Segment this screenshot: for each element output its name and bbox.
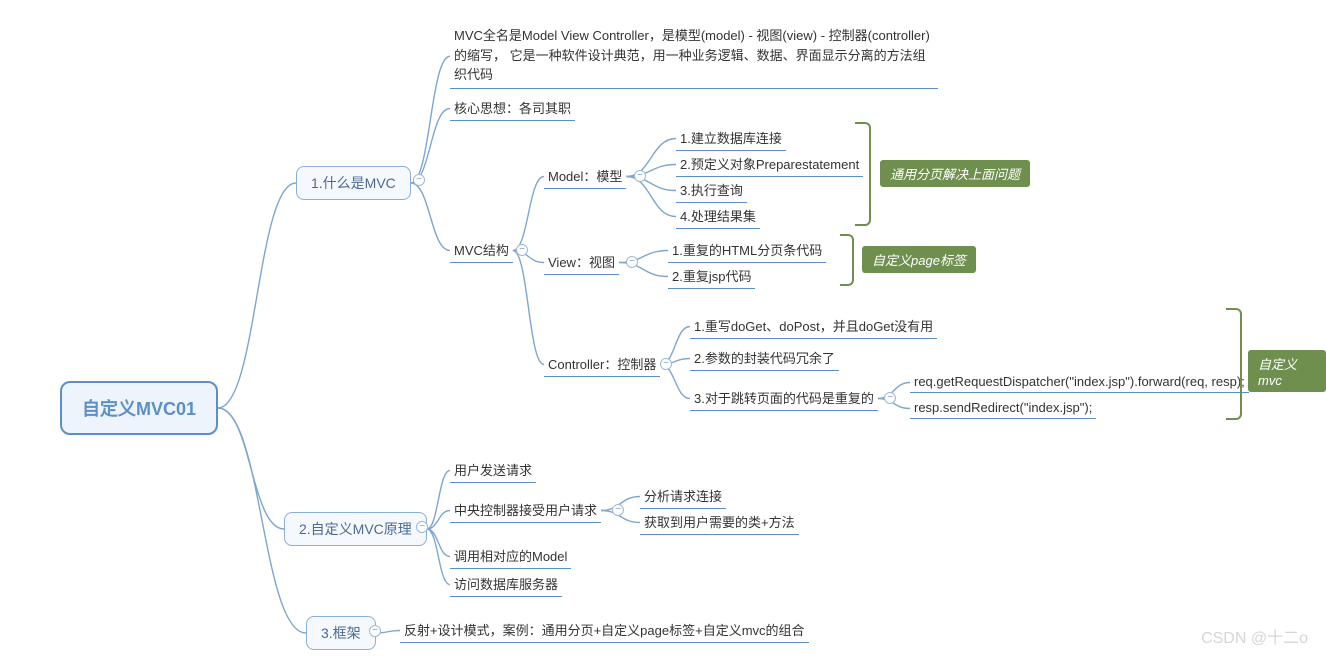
principle-step-1[interactable]: 用户发送请求 <box>450 458 536 483</box>
view-step-1-text: 1.重复的HTML分页条代码 <box>672 243 822 258</box>
topic-1-what-is-mvc[interactable]: 1.什么是MVC <box>296 166 411 200</box>
controller-redirect-b[interactable]: resp.sendRedirect("index.jsp"); <box>910 398 1096 419</box>
view-label: View：视图 <box>548 255 615 270</box>
view-node[interactable]: View：视图 <box>544 250 619 275</box>
expander-icon[interactable]: − <box>634 170 646 182</box>
model-step-4[interactable]: 4.处理结果集 <box>676 204 760 229</box>
tag-view-text: 自定义page标签 <box>872 253 966 268</box>
tag-model-pagination[interactable]: 通用分页解决上面问题 <box>880 160 1030 187</box>
bracket-view <box>840 234 854 286</box>
principle-step-4[interactable]: 访问数据库服务器 <box>450 572 562 597</box>
model-step-2-text: 2.预定义对象Preparestatement <box>680 157 859 172</box>
expander-icon[interactable]: − <box>416 521 428 533</box>
topic-3-label: 3.框架 <box>321 625 361 641</box>
topic-2-label: 2.自定义MVC原理 <box>299 521 412 537</box>
mvc-description-text: MVC全名是Model View Controller，是模型(model) -… <box>454 28 930 82</box>
expander-icon[interactable]: − <box>612 504 624 516</box>
principle-step-1-text: 用户发送请求 <box>454 463 532 478</box>
tag-custom-mvc[interactable]: 自定义mvc <box>1248 350 1326 392</box>
expander-icon[interactable]: − <box>516 244 528 256</box>
expander-icon[interactable]: − <box>884 392 896 404</box>
view-step-2-text: 2.重复jsp代码 <box>672 269 751 284</box>
controller-label: Controller：控制器 <box>548 357 656 372</box>
framework-text[interactable]: 反射+设计模式，案例：通用分页+自定义page标签+自定义mvc的组合 <box>400 618 809 643</box>
model-step-4-text: 4.处理结果集 <box>680 209 756 224</box>
tag-view-page[interactable]: 自定义page标签 <box>862 246 976 273</box>
topic-2-custom-mvc[interactable]: 2.自定义MVC原理 <box>284 512 427 546</box>
model-step-2[interactable]: 2.预定义对象Preparestatement <box>676 152 863 177</box>
principle-step-2-text: 中央控制器接受用户请求 <box>454 503 597 518</box>
view-step-1[interactable]: 1.重复的HTML分页条代码 <box>668 238 826 263</box>
controller-redirect-a[interactable]: req.getRequestDispatcher("index.jsp").fo… <box>910 372 1249 393</box>
mindmap-canvas: 自定义MVC01 1.什么是MVC 2.自定义MVC原理 3.框架 MVC全名是… <box>0 0 1326 660</box>
bracket-model <box>855 122 871 226</box>
topic-1-label: 1.什么是MVC <box>311 175 396 191</box>
principle-step-2a-text: 分析请求连接 <box>644 489 722 504</box>
controller-node[interactable]: Controller：控制器 <box>544 352 660 377</box>
principle-step-3-text: 调用相对应的Model <box>454 549 567 564</box>
controller-step-1-text: 1.重写doGet、doPost，并且doGet没有用 <box>694 319 933 334</box>
root-node[interactable]: 自定义MVC01 <box>60 381 218 435</box>
root-label: 自定义MVC01 <box>82 399 196 419</box>
model-label: Model：模型 <box>548 169 622 184</box>
tag-mvc-text: 自定义mvc <box>1258 357 1297 388</box>
controller-step-2-text: 2.参数的封装代码冗余了 <box>694 351 835 366</box>
expander-icon[interactable]: − <box>369 625 381 637</box>
principle-step-4-text: 访问数据库服务器 <box>454 577 558 592</box>
bracket-mvc <box>1226 308 1242 420</box>
principle-step-2b-text: 获取到用户需要的类+方法 <box>644 515 795 530</box>
principle-step-2b[interactable]: 获取到用户需要的类+方法 <box>640 510 799 535</box>
model-node[interactable]: Model：模型 <box>544 164 626 189</box>
mvc-description[interactable]: MVC全名是Model View Controller，是模型(model) -… <box>450 24 938 89</box>
watermark-text: CSDN @十二o <box>1201 624 1308 648</box>
controller-redirect-b-text: resp.sendRedirect("index.jsp"); <box>914 400 1092 415</box>
principle-step-2[interactable]: 中央控制器接受用户请求 <box>450 498 601 523</box>
model-step-3[interactable]: 3.执行查询 <box>676 178 747 203</box>
model-step-1[interactable]: 1.建立数据库连接 <box>676 126 786 151</box>
principle-step-3[interactable]: 调用相对应的Model <box>450 544 571 569</box>
principle-step-2a[interactable]: 分析请求连接 <box>640 484 726 509</box>
controller-step-3-text: 3.对于跳转页面的代码是重复的 <box>694 391 874 406</box>
mvc-structure-text: MVC结构 <box>454 243 509 258</box>
expander-icon[interactable]: − <box>660 358 672 370</box>
expander-icon[interactable]: − <box>626 256 638 268</box>
framework-content: 反射+设计模式，案例：通用分页+自定义page标签+自定义mvc的组合 <box>404 623 805 638</box>
mvc-structure[interactable]: MVC结构 <box>450 238 513 263</box>
core-idea-text: 核心思想：各司其职 <box>454 101 571 116</box>
model-step-3-text: 3.执行查询 <box>680 183 743 198</box>
controller-step-2[interactable]: 2.参数的封装代码冗余了 <box>690 346 839 371</box>
controller-step-1[interactable]: 1.重写doGet、doPost，并且doGet没有用 <box>690 314 937 339</box>
controller-redirect-a-text: req.getRequestDispatcher("index.jsp").fo… <box>914 374 1245 389</box>
connector-layer <box>0 0 1326 660</box>
tag-model-text: 通用分页解决上面问题 <box>890 167 1020 182</box>
expander-icon[interactable]: − <box>413 174 425 186</box>
topic-3-framework[interactable]: 3.框架 <box>306 616 376 650</box>
core-idea[interactable]: 核心思想：各司其职 <box>450 96 575 121</box>
model-step-1-text: 1.建立数据库连接 <box>680 131 782 146</box>
view-step-2[interactable]: 2.重复jsp代码 <box>668 264 755 289</box>
controller-step-3[interactable]: 3.对于跳转页面的代码是重复的 <box>690 386 878 411</box>
